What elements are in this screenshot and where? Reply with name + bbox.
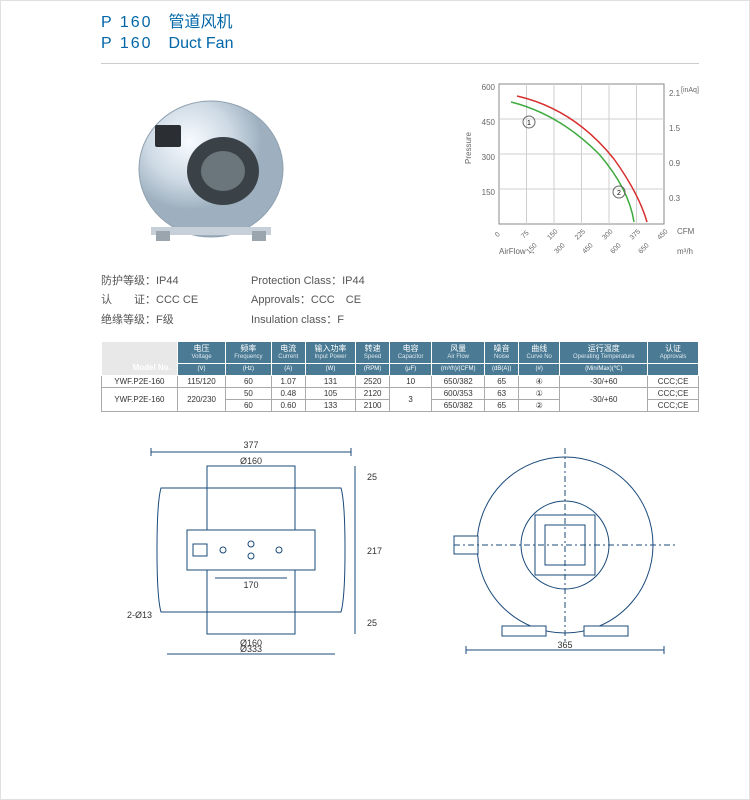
svg-text:300: 300 xyxy=(601,228,614,241)
svg-text:2-Ø13: 2-Ø13 xyxy=(127,610,152,620)
svg-text:m³/h: m³/h xyxy=(677,247,693,256)
svg-text:300: 300 xyxy=(482,153,496,162)
svg-text:225: 225 xyxy=(574,228,587,241)
side-view-drawing: 377Ø160170Ø16025217252-Ø13Ø333 xyxy=(111,430,391,663)
svg-text:450: 450 xyxy=(581,242,594,255)
svg-text:Ø333: Ø333 xyxy=(239,644,261,654)
svg-text:1.5: 1.5 xyxy=(669,124,681,133)
svg-text:Pressure: Pressure xyxy=(464,131,473,164)
svg-text:600: 600 xyxy=(482,83,496,92)
top-row: 6004503001502.11.50.90.30751502253003754… xyxy=(101,63,699,264)
datasheet-page: P 160 管道风机 P 160 Duct Fan 6004503001502.… xyxy=(0,0,750,800)
svg-text:0: 0 xyxy=(494,231,502,239)
dimension-drawings: 377Ø160170Ø16025217252-Ø13Ø333 365 xyxy=(101,430,699,663)
svg-text:450: 450 xyxy=(482,118,496,127)
model-code: P 160 xyxy=(101,14,153,31)
svg-text:25: 25 xyxy=(367,618,377,628)
svg-text:365: 365 xyxy=(557,640,572,650)
svg-text:CFM: CFM xyxy=(677,227,695,236)
svg-text:170: 170 xyxy=(243,580,258,590)
product-photo xyxy=(101,74,321,254)
svg-text:300: 300 xyxy=(553,242,566,255)
svg-text:[inAq]: [inAq] xyxy=(681,87,699,94)
title-block: P 160 管道风机 P 160 Duct Fan xyxy=(101,13,699,55)
title-en: Duct Fan xyxy=(169,35,234,52)
svg-text:450: 450 xyxy=(656,228,669,241)
svg-text:0.3: 0.3 xyxy=(669,194,681,203)
front-view-drawing: 365 xyxy=(440,430,690,663)
svg-text:150: 150 xyxy=(525,242,538,255)
svg-text:0.9: 0.9 xyxy=(669,159,681,168)
svg-text:150: 150 xyxy=(546,228,559,241)
svg-text:650: 650 xyxy=(637,242,650,255)
svg-text:75: 75 xyxy=(520,229,531,240)
svg-text:1: 1 xyxy=(527,120,531,127)
performance-chart: 6004503001502.11.50.90.30751502253003754… xyxy=(459,74,699,264)
svg-text:600: 600 xyxy=(609,242,622,255)
svg-text:217: 217 xyxy=(367,546,382,556)
model-code: P 160 xyxy=(101,35,153,52)
svg-text:Ø160: Ø160 xyxy=(239,456,261,466)
title-cn: 管道风机 xyxy=(169,14,233,31)
svg-text:377: 377 xyxy=(243,440,258,450)
svg-text:375: 375 xyxy=(629,228,642,241)
svg-text:150: 150 xyxy=(482,188,496,197)
svg-text:25: 25 xyxy=(367,472,377,482)
svg-text:2: 2 xyxy=(617,190,621,197)
spec-lines: 防护等级：IP44Protection Class：IP44认 证：CCC CE… xyxy=(101,272,699,331)
svg-text:2.1: 2.1 xyxy=(669,89,681,98)
data-table: Model No.电压Voltage频率Frequency电流Current输入… xyxy=(101,341,699,412)
